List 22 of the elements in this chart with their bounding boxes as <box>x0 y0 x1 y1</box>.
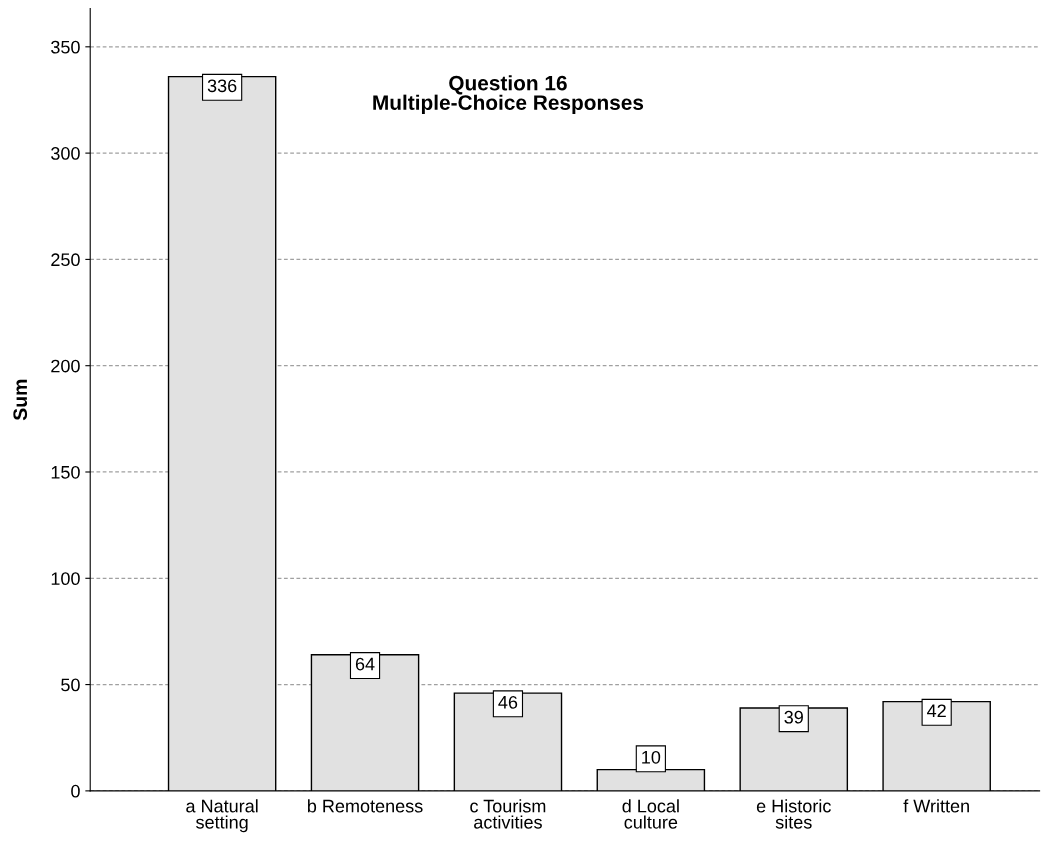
y-tick-label: 0 <box>71 784 80 798</box>
y-axis-title: Sum <box>13 379 28 421</box>
text: Question 16 Multiple-Choice Responses <box>373 75 644 115</box>
x-tick-label: c Tourism activities <box>470 799 546 829</box>
y-tick-label: 300 <box>51 147 80 160</box>
y-tick-label: 50 <box>61 678 80 692</box>
data-label: 64 <box>355 657 375 671</box>
x-tick-label: d Local culture <box>622 799 679 829</box>
x-tick-label: b Remoteness <box>307 799 423 813</box>
data-label: 42 <box>927 704 946 718</box>
y-tick-label: 100 <box>51 572 80 586</box>
y-tick-label: 150 <box>51 465 80 479</box>
y-tick-label: 250 <box>51 253 80 267</box>
data-label: 336 <box>207 79 237 93</box>
data-label: 46 <box>498 695 518 709</box>
y-tick-label: 350 <box>51 40 80 54</box>
data-label: 39 <box>784 710 803 724</box>
data-label: 10 <box>642 750 661 764</box>
x-tick-label: e Historic sites <box>756 799 831 829</box>
y-tick-label: 200 <box>51 359 80 373</box>
x-tick-label: a Natural setting <box>186 799 258 833</box>
x-tick-label: f Written <box>903 799 969 813</box>
